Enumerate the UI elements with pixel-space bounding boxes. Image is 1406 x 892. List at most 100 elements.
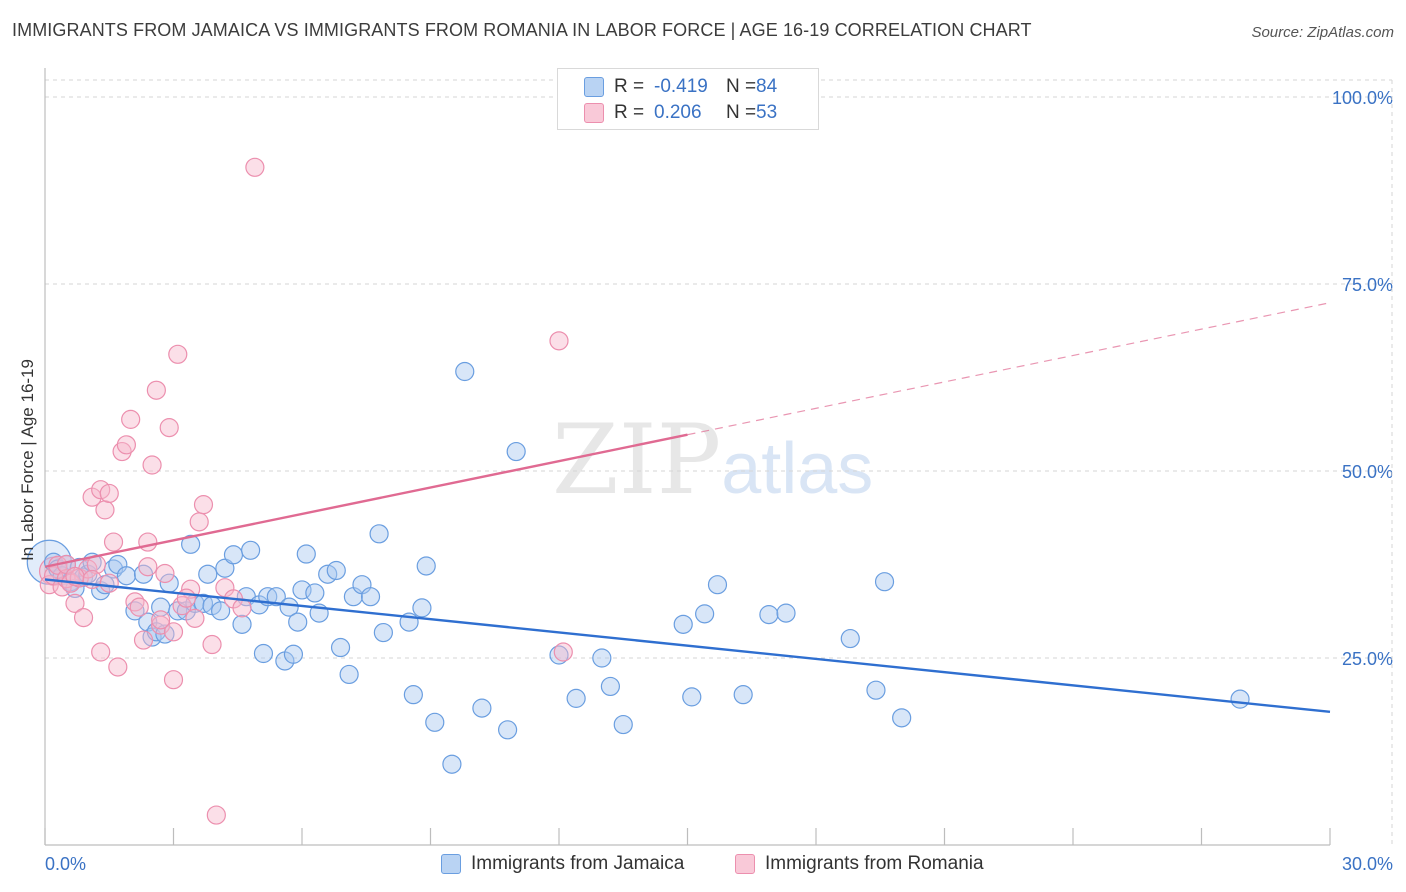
point-jamaica <box>412 598 432 618</box>
point-jamaica <box>613 714 633 735</box>
point-jamaica <box>181 534 201 554</box>
n-value: 84 <box>756 76 778 97</box>
point-romania <box>185 608 205 628</box>
point-jamaica <box>840 628 860 649</box>
point-jamaica <box>733 685 753 705</box>
point-romania <box>206 805 226 825</box>
y-tick-label: 100.0% <box>1332 88 1393 108</box>
point-jamaica <box>472 698 492 718</box>
point-jamaica <box>279 597 299 617</box>
point-romania <box>151 610 171 630</box>
point-romania <box>553 642 573 662</box>
point-jamaica <box>241 540 261 560</box>
stats-legend: R = -0.419 N = 84 R = 0.206 N = 53 <box>557 68 819 130</box>
y-tick-label: 50.0% <box>1342 462 1393 482</box>
point-jamaica <box>707 575 728 595</box>
point-jamaica <box>498 720 518 740</box>
point-romania <box>99 573 119 593</box>
r-value: 0.206 <box>654 102 702 123</box>
point-jamaica <box>266 587 286 607</box>
legend-label-jamaica: Immigrants from Jamaica <box>471 853 685 874</box>
point-jamaica <box>232 614 252 634</box>
trend-line-romania <box>44 433 688 568</box>
point-romania <box>155 563 175 584</box>
x-tick-label: 30.0% <box>1342 854 1393 874</box>
romania-swatch <box>584 103 604 123</box>
n-label: N = <box>726 76 757 97</box>
legend-label-romania: Immigrants from Romania <box>765 853 984 874</box>
point-jamaica <box>223 545 244 565</box>
point-romania <box>159 418 179 438</box>
y-axis-label: In Labor Force | Age 16-19 <box>18 359 37 561</box>
point-romania <box>163 670 184 690</box>
point-jamaica <box>866 680 886 700</box>
point-romania <box>133 630 154 650</box>
r-value: -0.419 <box>654 76 708 97</box>
source-label: Source: ZipAtlas.com <box>1251 24 1394 41</box>
point-jamaica <box>442 754 462 774</box>
trend-line-jamaica <box>44 578 1331 714</box>
point-jamaica <box>326 560 346 581</box>
point-jamaica <box>253 643 274 664</box>
point-jamaica <box>455 361 475 382</box>
point-jamaica <box>892 708 912 728</box>
jamaica-swatch <box>584 77 604 97</box>
point-jamaica <box>425 712 445 732</box>
legend-item-jamaica[interactable]: Immigrants from Jamaica <box>441 853 684 875</box>
point-romania <box>245 157 265 177</box>
point-jamaica <box>403 685 423 705</box>
point-jamaica <box>776 603 796 623</box>
point-jamaica <box>296 544 316 564</box>
point-jamaica <box>283 644 304 664</box>
point-jamaica <box>506 441 526 462</box>
point-romania <box>138 557 158 577</box>
point-jamaica <box>369 524 389 544</box>
point-romania <box>176 588 196 608</box>
point-romania <box>202 634 222 655</box>
point-jamaica <box>211 601 231 621</box>
point-romania <box>116 435 136 455</box>
legend-item-romania[interactable]: Immigrants from Romania <box>735 853 984 875</box>
point-romania <box>193 495 214 515</box>
point-jamaica <box>1230 689 1250 709</box>
point-romania <box>73 608 94 628</box>
point-romania <box>95 500 115 520</box>
point-jamaica <box>416 556 436 576</box>
point-romania <box>91 642 111 662</box>
point-romania <box>138 532 158 552</box>
r-label: R = <box>614 102 645 123</box>
y-tick-label: 25.0% <box>1342 649 1393 669</box>
x-tick-label: 0.0% <box>45 854 86 874</box>
point-jamaica <box>330 637 351 658</box>
point-romania <box>103 532 124 552</box>
point-jamaica <box>373 622 393 643</box>
n-label: N = <box>726 102 757 123</box>
legend-swatch-jamaica <box>441 854 461 874</box>
point-jamaica <box>874 572 895 592</box>
point-jamaica <box>360 587 381 607</box>
point-romania <box>549 331 569 351</box>
point-romania <box>99 483 119 504</box>
point-jamaica <box>682 687 702 707</box>
point-jamaica <box>288 612 308 632</box>
point-romania <box>146 380 166 400</box>
y-tick-label: 75.0% <box>1342 275 1393 295</box>
point-jamaica <box>695 604 715 624</box>
point-romania <box>65 593 85 613</box>
bottom-legend: Immigrants from Jamaica Immigrants from … <box>0 851 1406 879</box>
stats-row-jamaica: R = -0.419 N = 84 <box>584 74 777 100</box>
point-jamaica <box>759 605 779 625</box>
n-value: 53 <box>756 102 778 123</box>
r-label: R = <box>614 76 645 97</box>
point-jamaica <box>339 664 359 685</box>
point-romania <box>163 622 184 642</box>
point-jamaica <box>305 583 325 603</box>
chart-title: IMMIGRANTS FROM JAMAICA VS IMMIGRANTS FR… <box>12 20 1032 40</box>
point-jamaica <box>600 676 621 697</box>
point-jamaica <box>116 566 136 586</box>
point-romania <box>121 409 141 429</box>
point-romania <box>129 597 149 617</box>
point-romania <box>142 455 162 475</box>
point-jamaica <box>215 558 235 578</box>
